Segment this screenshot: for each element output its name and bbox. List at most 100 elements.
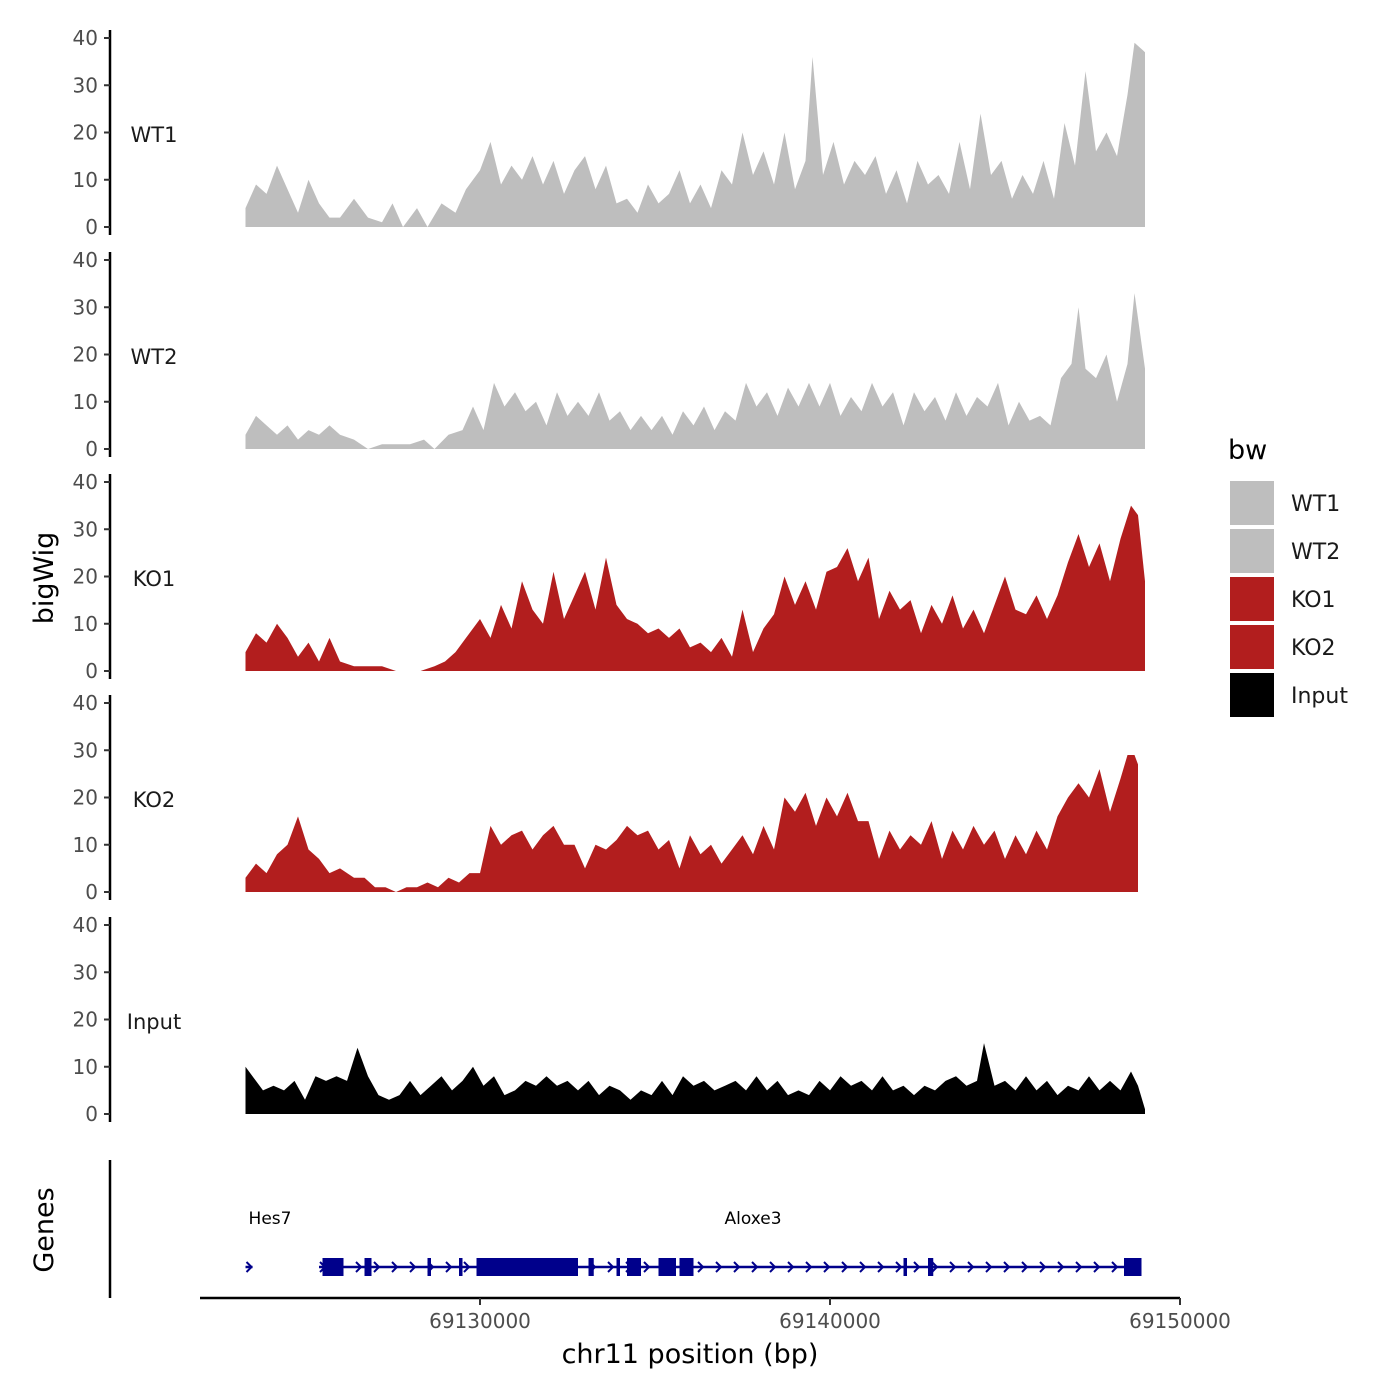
y-tick-label: 0 <box>85 1102 98 1126</box>
track-wt1: 0 10 20 30 40 WT1 <box>73 26 1145 239</box>
y-tick-label: 20 <box>73 343 98 367</box>
track-input: 0 10 20 30 40 Input <box>73 913 1145 1126</box>
y-tick-label: 30 <box>73 738 98 762</box>
x-axis: 69130000 69140000 69150000 <box>200 1296 1231 1333</box>
legend-swatch <box>1228 527 1276 575</box>
y-tick-label: 10 <box>73 390 98 414</box>
x-axis-title: chr11 position (bp) <box>562 1339 819 1370</box>
y-tick-label: 0 <box>85 659 98 683</box>
legend-swatch <box>1228 671 1276 719</box>
strand-arrow <box>931 1261 939 1273</box>
y-tick-label: 20 <box>73 786 98 810</box>
strand-arrow <box>463 1261 471 1273</box>
y-tick-label: 40 <box>73 913 98 937</box>
strand-arrow <box>823 1261 831 1273</box>
x-tick-label: 69130000 <box>429 1309 531 1333</box>
track-label-ko1: KO1 <box>133 567 176 591</box>
exon-block <box>322 1258 344 1276</box>
y-tick-label: 30 <box>73 960 98 984</box>
y-tick-label: 0 <box>85 215 98 239</box>
y-tick-label: 0 <box>85 437 98 461</box>
strand-arrow <box>355 1261 363 1273</box>
x-tick-label: 69140000 <box>779 1309 881 1333</box>
strand-arrow <box>715 1261 723 1273</box>
tracks-layer: 0 10 20 30 40 WT1 0 10 20 30 40 WT2 0 10 20 30 40 KO1 0 10 2… <box>73 26 1145 1126</box>
strand-arrow <box>787 1261 795 1273</box>
y-tick-label: 10 <box>73 612 98 636</box>
y-tick-label: 40 <box>73 691 98 715</box>
y-tick-label: 10 <box>73 168 98 192</box>
track-wt2: 0 10 20 30 40 WT2 <box>73 248 1145 461</box>
legend-swatch <box>1228 623 1276 671</box>
x-tick-label: 69150000 <box>1129 1309 1231 1333</box>
strand-arrow <box>697 1261 705 1273</box>
gene-label: Hes7 <box>249 1209 292 1229</box>
strand-arrow <box>841 1261 849 1273</box>
legend-item-ko2: KO2 <box>1228 623 1336 671</box>
legend-label: WT1 <box>1291 492 1340 517</box>
gene-hes7: Hes7 <box>245 1209 292 1273</box>
coverage-area-ko2 <box>245 755 1138 892</box>
strand-arrow <box>859 1261 867 1273</box>
legend-label: Input <box>1291 684 1348 709</box>
strand-arrow <box>1003 1261 1011 1273</box>
y-axis-title: bigWig <box>29 532 60 625</box>
track-ko1: 0 10 20 30 40 KO1 <box>73 470 1145 683</box>
y-tick-label: 20 <box>73 121 98 145</box>
legend-item-ko1: KO1 <box>1228 575 1336 623</box>
legend-label: KO1 <box>1291 588 1336 613</box>
strand-arrow <box>1093 1261 1101 1273</box>
legend-item-input: Input <box>1228 671 1348 719</box>
legend-label: KO2 <box>1291 636 1336 661</box>
legend-title: bw <box>1228 435 1267 466</box>
coverage-area-input <box>245 1043 1145 1114</box>
gene-label: Aloxe3 <box>724 1209 781 1229</box>
strand-arrow <box>895 1261 903 1273</box>
legend-swatch <box>1228 575 1276 623</box>
y-tick-label: 0 <box>85 880 98 904</box>
strand-arrow <box>805 1261 813 1273</box>
y-tick-label: 20 <box>73 565 98 589</box>
legend-label: WT2 <box>1291 540 1340 565</box>
strand-arrow <box>913 1261 921 1273</box>
legend-swatch <box>1228 479 1276 527</box>
legend-item-wt2: WT2 <box>1228 527 1340 575</box>
y-tick-label: 40 <box>73 470 98 494</box>
strand-arrow <box>391 1261 399 1273</box>
gene-annotation-track: Hes7 Aloxe3 <box>108 1160 1142 1298</box>
strand-arrow <box>1021 1261 1029 1273</box>
y-tick-label: 40 <box>73 26 98 50</box>
exon-block <box>459 1258 463 1276</box>
strand-arrow <box>733 1261 741 1273</box>
strand-arrow <box>985 1261 993 1273</box>
y-tick-label: 30 <box>73 517 98 541</box>
strand-arrow <box>409 1261 417 1273</box>
strand-arrow <box>751 1261 759 1273</box>
legend-item-wt1: WT1 <box>1228 479 1340 527</box>
y-tick-label: 30 <box>73 73 98 97</box>
strand-arrow <box>769 1261 777 1273</box>
legend: bw WT1 WT2 KO1 KO2 Input <box>1228 435 1348 719</box>
track-label-input: Input <box>127 1010 181 1034</box>
genes-track-title: Genes <box>29 1187 60 1272</box>
exon-block <box>588 1258 594 1276</box>
strand-arrow <box>607 1261 615 1273</box>
exon-block <box>627 1258 641 1276</box>
exon-block <box>476 1258 578 1276</box>
strand-arrow <box>949 1261 957 1273</box>
track-label-wt2: WT2 <box>131 345 178 369</box>
exon-block <box>616 1258 620 1276</box>
y-tick-label: 30 <box>73 295 98 319</box>
strand-arrow <box>1039 1261 1047 1273</box>
gene-aloxe3: Aloxe3 <box>319 1209 1142 1276</box>
strand-arrow <box>1075 1261 1083 1273</box>
strand-arrow <box>245 1261 253 1273</box>
exon-block <box>903 1258 907 1276</box>
strand-arrow <box>1057 1261 1065 1273</box>
track-label-wt1: WT1 <box>131 123 178 147</box>
coverage-area-wt1 <box>245 42 1145 228</box>
coverage-area-ko1 <box>245 505 1145 671</box>
strand-arrow <box>1111 1261 1119 1273</box>
track-ko2: 0 10 20 30 40 KO2 <box>73 691 1138 904</box>
